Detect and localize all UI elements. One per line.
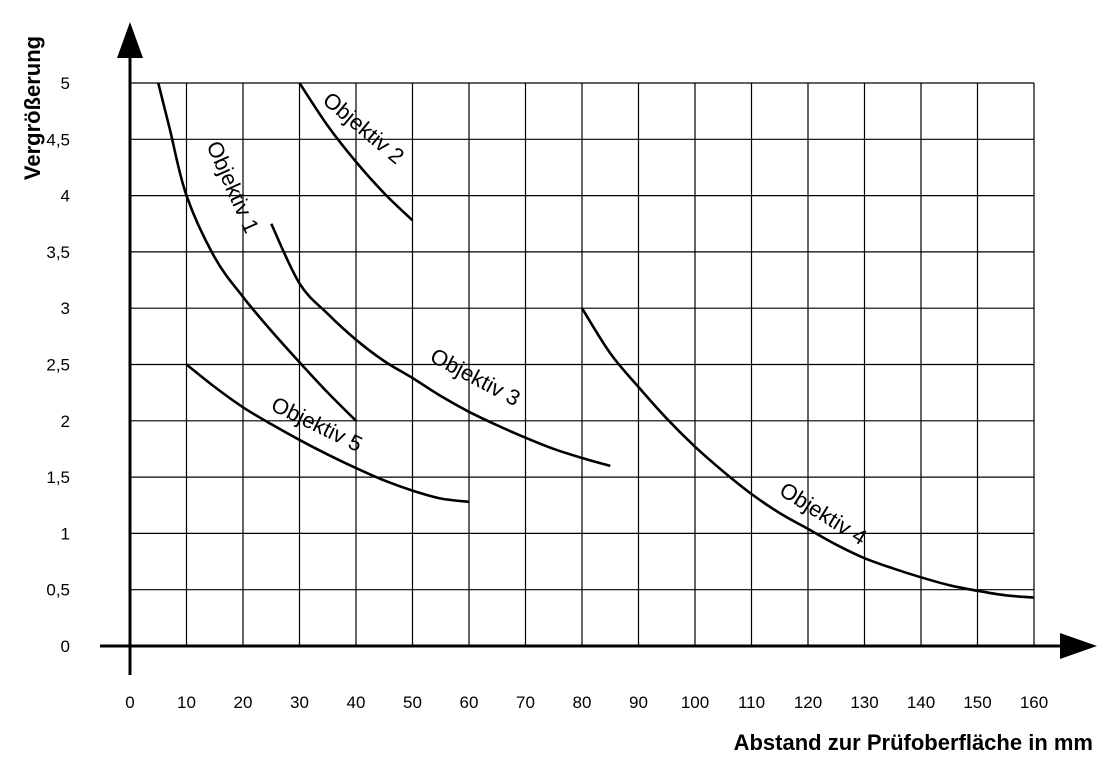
series-label-5: Objektiv 5: [267, 392, 366, 457]
x-tick-label: 80: [573, 693, 592, 712]
series-line-3: [270, 223, 611, 468]
x-tick-label: 10: [177, 693, 196, 712]
x-tick-label: 50: [403, 693, 422, 712]
series-line-2: [298, 82, 414, 222]
tick-labels: 0 10 20 30 40 50 60 70 80 90 100 110 120 130 140 150 160…: [46, 74, 1048, 712]
x-axis-arrow-icon: [1060, 633, 1097, 659]
x-tick-label: 120: [794, 693, 822, 712]
y-tick-label: 5: [61, 74, 70, 93]
x-tick-label: 130: [850, 693, 878, 712]
series-label-1: Objektiv 1: [202, 137, 265, 237]
y-tick-label: 2: [61, 412, 70, 431]
y-tick-label: 0,5: [46, 581, 70, 600]
y-tick-label: 4,5: [46, 130, 70, 149]
y-axis-arrow-icon: [117, 22, 143, 58]
x-tick-label: 100: [681, 693, 709, 712]
series-line-1: [156, 82, 357, 422]
series-labels: Objektiv 1 Objektiv 2 Objektiv 3 Objektiv 4…: [202, 87, 872, 550]
y-tick-label: 2,5: [46, 356, 70, 375]
x-axis-title: Abstand zur Prüfoberfläche in mm: [734, 730, 1093, 755]
x-tick-label: 0: [125, 693, 134, 712]
y-tick-label: 1,5: [46, 468, 70, 487]
x-tick-label: 160: [1020, 693, 1048, 712]
x-tick-label: 30: [290, 693, 309, 712]
y-tick-label: 3: [61, 299, 70, 318]
series-label-2: Objektiv 2: [318, 87, 409, 169]
x-tick-label: 140: [907, 693, 935, 712]
y-tick-label: 1: [61, 524, 70, 543]
y-axis-title: Vergrößerung: [20, 36, 45, 180]
series-label-3: Objektiv 3: [426, 343, 524, 411]
x-tick-label: 90: [629, 693, 648, 712]
axes: [100, 22, 1097, 675]
x-tick-label: 150: [963, 693, 991, 712]
x-tick-label: 60: [460, 693, 479, 712]
series-label-4: Objektiv 4: [775, 477, 871, 550]
series-curves: [156, 82, 1035, 599]
x-tick-label: 70: [516, 693, 535, 712]
x-tick-label: 20: [234, 693, 253, 712]
y-tick-label: 0: [61, 637, 70, 656]
y-tick-label: 3,5: [46, 243, 70, 262]
series-line-4: [580, 307, 1035, 599]
y-tick-label: 4: [61, 187, 70, 206]
x-tick-label: 40: [347, 693, 366, 712]
grid: [130, 82, 1035, 646]
x-tick-label: 110: [738, 693, 765, 712]
series-line-5: [185, 363, 470, 504]
